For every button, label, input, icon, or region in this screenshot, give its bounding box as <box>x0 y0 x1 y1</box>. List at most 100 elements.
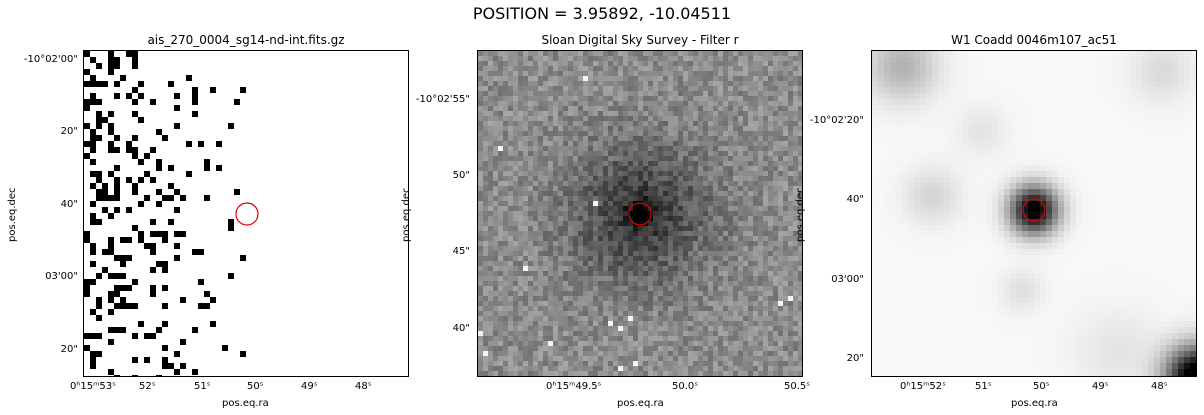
pixel <box>618 271 623 276</box>
pixel <box>778 341 783 346</box>
pixel <box>708 121 713 126</box>
pixel <box>603 81 608 86</box>
pixel <box>498 226 503 231</box>
pixel <box>623 311 628 316</box>
pixel <box>543 376 548 377</box>
pixel <box>728 306 733 311</box>
pixel <box>713 271 718 276</box>
pixel <box>84 153 90 159</box>
pixel <box>603 331 608 336</box>
pixel <box>723 276 728 281</box>
pixel <box>738 111 743 116</box>
pixel <box>718 276 723 281</box>
pixel <box>638 271 643 276</box>
pixel <box>1142 63 1148 69</box>
pixel <box>758 91 763 96</box>
pixel <box>608 201 613 206</box>
pixel <box>683 86 688 91</box>
pixel <box>673 106 678 111</box>
pixel <box>538 316 543 321</box>
pixel <box>668 76 673 81</box>
pixel <box>633 271 638 276</box>
pixel <box>643 116 648 121</box>
pixel <box>583 371 588 376</box>
pixel <box>513 211 518 216</box>
pixel <box>608 86 613 91</box>
pixel <box>738 361 743 366</box>
pixel <box>628 176 633 181</box>
pixel <box>663 231 668 236</box>
pixel <box>773 316 778 321</box>
pixel <box>568 156 573 161</box>
pixel <box>663 376 668 377</box>
pixel <box>548 256 553 261</box>
pixel <box>623 286 628 291</box>
panel-3-image[interactable] <box>871 50 1197 377</box>
panel-2-image[interactable] <box>477 50 803 377</box>
pixel <box>673 141 678 146</box>
pixel <box>518 316 523 321</box>
pixel <box>533 141 538 146</box>
pixel <box>638 171 643 176</box>
pixel <box>633 116 638 121</box>
pixel <box>593 156 598 161</box>
pixel <box>798 76 802 81</box>
pixel <box>150 219 156 225</box>
pixel <box>1070 81 1076 87</box>
pixel <box>778 216 783 221</box>
pixel <box>598 326 603 331</box>
pixel <box>533 206 538 211</box>
pixel <box>548 126 553 131</box>
pixel <box>618 211 623 216</box>
pixel <box>493 196 498 201</box>
panel-1-xtick: 0ʰ15ᵐ53ˢ <box>70 381 116 392</box>
pixel <box>553 296 558 301</box>
pixel <box>568 81 573 86</box>
pixel <box>698 121 703 126</box>
pixel <box>478 191 483 196</box>
pixel <box>483 136 488 141</box>
pixel <box>613 191 618 196</box>
pixel <box>768 141 773 146</box>
pixel <box>498 316 503 321</box>
pixel <box>743 351 748 356</box>
pixel <box>108 57 114 63</box>
pixel <box>668 201 673 206</box>
pixel <box>533 181 538 186</box>
pixel <box>528 341 533 346</box>
pixel <box>578 71 583 76</box>
pixel <box>1064 57 1070 63</box>
pixel <box>748 236 753 241</box>
pixel <box>513 196 518 201</box>
pixel <box>498 361 503 366</box>
pixel <box>598 171 603 176</box>
pixel <box>523 231 528 236</box>
pixel <box>633 326 638 331</box>
pixel <box>523 71 528 76</box>
pixel <box>528 146 533 151</box>
panel-1-image[interactable] <box>83 50 409 377</box>
pixel <box>633 291 638 296</box>
pixel <box>548 236 553 241</box>
pixel <box>598 331 603 336</box>
pixel <box>508 376 513 377</box>
pixel <box>1166 51 1172 57</box>
pixel <box>753 121 758 126</box>
pixel <box>693 241 698 246</box>
pixel <box>753 376 758 377</box>
pixel <box>493 281 498 286</box>
pixel <box>1106 75 1112 81</box>
pixel <box>648 296 653 301</box>
pixel <box>493 186 498 191</box>
pixel <box>538 291 543 296</box>
pixel <box>523 151 528 156</box>
pixel <box>543 291 548 296</box>
pixel <box>216 141 222 147</box>
pixel <box>533 91 538 96</box>
pixel <box>643 231 648 236</box>
pixel <box>753 231 758 236</box>
pixel <box>1082 81 1088 87</box>
pixel <box>748 231 753 236</box>
pixel <box>633 236 638 241</box>
pixel <box>563 311 568 316</box>
